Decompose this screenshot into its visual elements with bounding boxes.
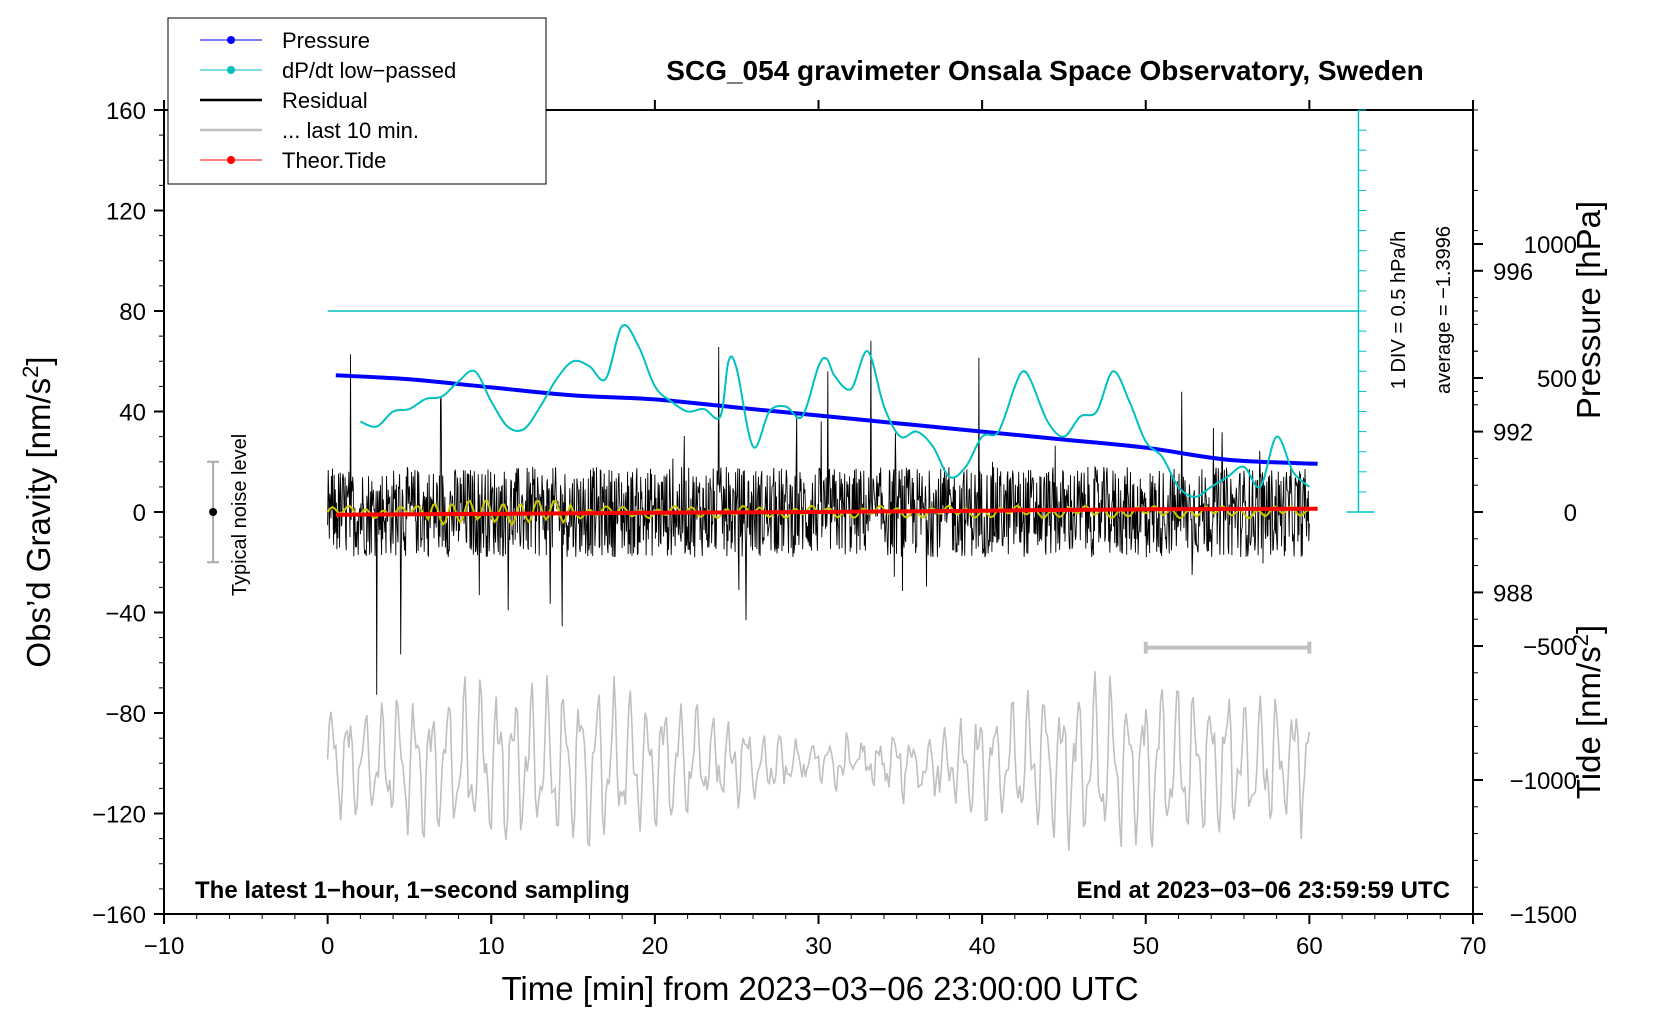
- y-tick-label: −80: [105, 701, 146, 728]
- bottom-right-note: End at 2023−03−06 23:59:59 UTC: [1076, 877, 1450, 904]
- tide-tick-label: −1500: [1510, 902, 1577, 929]
- pressure-tick-label: 992: [1493, 420, 1533, 447]
- bottom-left-note: The latest 1−hour, 1−second sampling: [195, 877, 630, 904]
- pressure-tick-label: 988: [1493, 580, 1533, 607]
- plot-layer: [207, 109, 1375, 564]
- last10-trace: [326, 671, 1311, 852]
- x-tick-label: 30: [805, 933, 832, 960]
- y-tick-label: −120: [92, 802, 146, 829]
- legend-label: ... last 10 min.: [282, 118, 419, 143]
- pressure-series-line: [335, 373, 1318, 466]
- x-tick-label: 40: [969, 933, 996, 960]
- x-tick-label: 20: [642, 933, 669, 960]
- tide-tick-label: 0: [1564, 500, 1577, 527]
- x-tick-label: 0: [321, 933, 334, 960]
- y-axis-label-gravity-sup: 2: [18, 366, 43, 378]
- pressure-tick-label: 996: [1493, 259, 1533, 286]
- legend-marker: [227, 156, 235, 164]
- x-tick-label: 10: [478, 933, 505, 960]
- legend-label: Pressure: [282, 28, 370, 53]
- y-tick-label: −160: [92, 902, 146, 929]
- y-tick-label: 40: [119, 400, 146, 427]
- y-axis-label-tide-text: Tide [nm/s: [1570, 646, 1607, 799]
- tide-series-line: [335, 506, 1318, 517]
- legend: Pressure dP/dt low−passed Residual ... last…: [167, 17, 547, 185]
- dpdt-series-line: [360, 323, 1311, 498]
- y-axis-label-gravity-close: ]: [20, 356, 57, 365]
- y-tick-label: −40: [105, 601, 146, 628]
- y-axis-label-gravity: Obs’d Gravity [nm/s2]: [18, 356, 57, 667]
- chart-title: SCG_054 gravimeter Onsala Space Observat…: [666, 55, 1423, 86]
- y-axis-label-tide-close: ]: [1570, 625, 1607, 634]
- series-layer: [326, 323, 1318, 852]
- legend-label: Theor.Tide: [282, 148, 386, 173]
- y-axis-label-tide-sup: 2: [1568, 634, 1593, 646]
- y-axis-label-pressure: Pressure [hPa]: [1570, 201, 1607, 419]
- tide-tick-label: −500: [1523, 634, 1577, 661]
- noise-level-dot: [209, 508, 218, 516]
- legend-label: Residual: [282, 88, 368, 113]
- legend-label: dP/dt low−passed: [282, 58, 456, 83]
- y-axis-label-tide: Tide [nm/s2]: [1568, 625, 1607, 799]
- y-tick-label: 160: [106, 98, 146, 125]
- y-tick-label: 0: [133, 500, 146, 527]
- residual-trace: [327, 340, 1310, 695]
- dpdt-average-label: average = −1.3996: [1433, 226, 1455, 394]
- x-tick-label: 50: [1132, 933, 1159, 960]
- y-tick-label: 80: [119, 299, 146, 326]
- tide-tick-label: 1000: [1524, 232, 1577, 259]
- legend-marker: [227, 36, 235, 44]
- x-axis-label: Time [min] from 2023−03−06 23:00:00 UTC: [501, 970, 1138, 1007]
- noise-level-label: Typical noise level: [229, 434, 251, 596]
- y-tick-label: 120: [106, 199, 146, 226]
- legend-items: Pressure dP/dt low−passed Residual ... last…: [200, 28, 456, 173]
- dpdt-scale-label: 1 DIV = 0.5 hPa/h: [1388, 231, 1410, 389]
- tide-tick-label: 500: [1537, 366, 1577, 393]
- x-tick-label: 60: [1296, 933, 1323, 960]
- axes-layer: −10 0 10 20 30 40 50 60 70 160 120 80 40 0 −40 −80 −120 −…: [92, 98, 1577, 960]
- x-tick-label: −10: [144, 933, 185, 960]
- legend-marker: [227, 66, 235, 74]
- tide-tick-label: −1000: [1510, 768, 1577, 795]
- x-tick-label: 70: [1460, 933, 1487, 960]
- y-axis-label-gravity-text: Obs’d Gravity [nm/s: [20, 378, 57, 668]
